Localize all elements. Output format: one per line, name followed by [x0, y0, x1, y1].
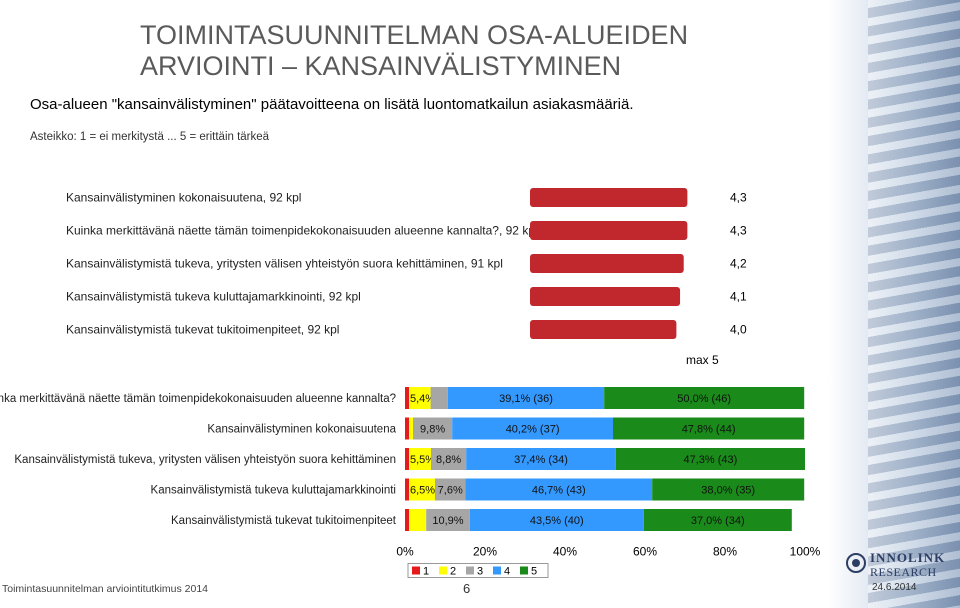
- dist-segment-label: 38,0% (35): [701, 485, 755, 497]
- dist-segment-2: [409, 387, 431, 409]
- mean-category-label: Kansainvälistymistä tukeva, yritysten vä…: [66, 257, 503, 271]
- dist-segment-label: 8,8%: [436, 454, 461, 466]
- dist-segment-label: 37,0% (34): [691, 515, 745, 527]
- dist-segment-1: [405, 478, 409, 501]
- dist-segment-4: [465, 478, 653, 501]
- dist-segment-5: [604, 387, 805, 409]
- mean-bar: [530, 188, 688, 207]
- dist-segment-1: [405, 448, 409, 470]
- mean-bar: [530, 320, 677, 339]
- dist-category-label: Kansainvälistymistä tukeva, yritysten vä…: [14, 454, 396, 466]
- legend-swatch-5: [520, 566, 528, 575]
- dist-segment-label: 6,5%: [410, 485, 435, 497]
- legend-label: 4: [504, 566, 510, 578]
- dist-segment-label: 5,5%: [410, 454, 435, 466]
- dist-segment-label: 43,5% (40): [530, 515, 584, 527]
- dist-segment-label: 5,4%: [410, 393, 435, 405]
- scale-note: Asteikko: 1 = ei merkitystä ... 5 = erit…: [30, 131, 270, 143]
- dist-segment-1: [405, 387, 409, 409]
- dist-segment-label: 46,7% (43): [532, 485, 586, 497]
- dist-segment-label: 37,4% (34): [514, 454, 568, 466]
- dist-segment-label: 39,1% (36): [499, 393, 553, 405]
- mean-category-label: Kansainvälistyminen kokonaisuutena, 92 k…: [66, 191, 301, 205]
- x-tick-label: 100%: [790, 545, 821, 559]
- dist-category-label: Kansainvälistymistä tukevat tukitoimenpi…: [171, 515, 397, 527]
- dist-segment-3: [435, 478, 466, 501]
- x-tick-label: 0%: [396, 545, 414, 559]
- legend-swatch-1: [412, 566, 420, 575]
- dist-segment-label: 47,8% (44): [682, 424, 736, 436]
- dist-segment-label: 47,3% (43): [683, 454, 737, 466]
- innolink-logo: INNOLINK RESEARCH: [846, 548, 956, 582]
- dist-segment-2: [409, 417, 413, 440]
- mean-bar: [530, 221, 688, 240]
- decorative-side-image: [828, 0, 960, 608]
- legend-label: 5: [531, 566, 537, 578]
- dist-segment-5: [652, 478, 805, 501]
- dist-segment-label: 10,9%: [432, 515, 463, 527]
- x-tick-label: 60%: [633, 545, 657, 559]
- dist-segment-4: [469, 509, 644, 531]
- legend-swatch-3: [466, 566, 474, 575]
- dist-segment-3: [431, 448, 467, 470]
- dist-category-label: Kuinka merkittävänä näette tämän toimenp…: [0, 393, 396, 405]
- mean-category-label: Kansainvälistymistä tukeva kuluttajamark…: [66, 290, 361, 304]
- dist-category-label: Kansainvälistyminen kokonaisuutena: [207, 424, 396, 436]
- dist-segment-label: 9,8%: [420, 424, 445, 436]
- x-tick-label: 80%: [713, 545, 737, 559]
- mean-bar: [530, 287, 681, 306]
- dist-segment-label: 50,0% (46): [677, 393, 731, 405]
- legend-swatch-2: [439, 566, 447, 575]
- legend-label: 3: [477, 566, 483, 578]
- dist-category-label: Kansainvälistymistä tukeva kuluttajamark…: [151, 485, 396, 497]
- dist-segment-4: [466, 448, 616, 470]
- logo-mark-icon: [846, 553, 866, 573]
- page-subtitle: Osa-alueen "kansainvälistyminen" päätavo…: [30, 96, 634, 113]
- dist-segment-4: [447, 387, 605, 409]
- dist-segment-2: [409, 509, 427, 531]
- mean-value-label: 4,3: [730, 224, 747, 238]
- mean-bar: [530, 254, 684, 273]
- dist-segment-3: [426, 509, 470, 531]
- mean-value-label: 4,2: [730, 257, 747, 271]
- page-title: TOIMINTASUUNNITELMAN OSA-ALUEIDEN ARVIOI…: [140, 20, 689, 81]
- x-tick-label: 20%: [473, 545, 497, 559]
- dist-segment-5: [613, 417, 805, 440]
- logo-sub: RESEARCH: [870, 565, 937, 579]
- mean-value-label: 4,1: [730, 290, 747, 304]
- dist-segment-4: [452, 417, 613, 440]
- legend-label: 1: [423, 566, 429, 578]
- footer-source: Toimintasuunnitelman arviointitutkimus 2…: [2, 583, 209, 595]
- dist-segment-3: [413, 417, 453, 440]
- mean-value-label: 4,3: [730, 191, 747, 205]
- page-number: 6: [463, 581, 471, 596]
- dist-segment-2: [409, 448, 431, 470]
- max-label: max 5: [686, 353, 719, 367]
- legend-label: 2: [450, 566, 456, 578]
- mean-score-chart: Kansainvälistyminen kokonaisuutena, 92 k…: [66, 188, 747, 367]
- dist-segment-label: 40,2% (37): [506, 424, 560, 436]
- dist-segment-3: [430, 387, 448, 409]
- mean-value-label: 4,0: [730, 323, 747, 337]
- footer-date: 24.6.2014: [872, 582, 917, 593]
- dist-segment-5: [615, 448, 805, 470]
- dist-segment-1: [405, 417, 409, 440]
- mean-category-label: Kuinka merkittävänä näette tämän toimenp…: [66, 224, 538, 238]
- logo-name: INNOLINK: [870, 550, 946, 565]
- distribution-chart: Kuinka merkittävänä näette tämän toimenp…: [0, 387, 821, 578]
- dist-segment-5: [643, 509, 792, 531]
- dist-segment-label: 7,6%: [438, 485, 463, 497]
- dist-segment-1: [405, 509, 409, 531]
- dist-segment-2: [409, 478, 435, 501]
- legend-swatch-4: [493, 566, 501, 575]
- x-tick-label: 40%: [553, 545, 577, 559]
- mean-category-label: Kansainvälistymistä tukevat tukitoimenpi…: [66, 323, 339, 337]
